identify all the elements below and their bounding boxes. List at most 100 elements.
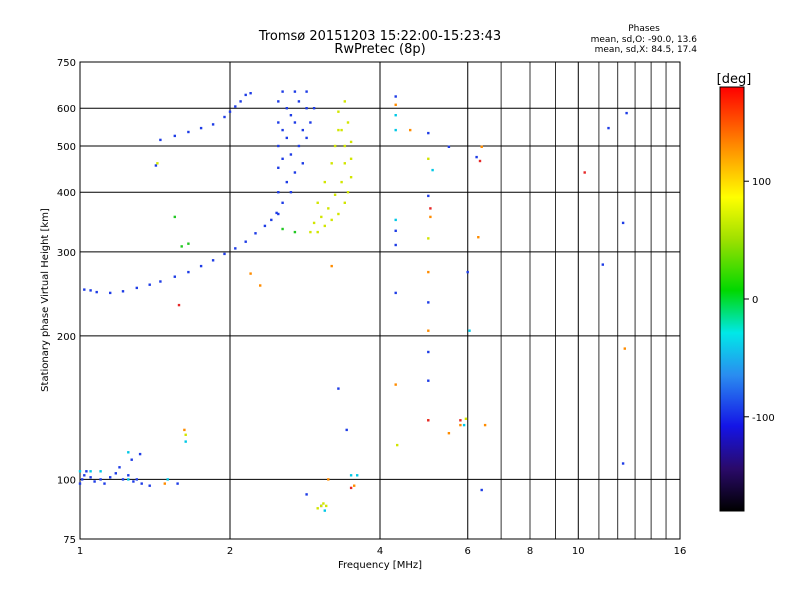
data-point: [330, 264, 333, 268]
data-point: [466, 270, 469, 274]
x-tick-label: 8: [527, 546, 533, 557]
data-point: [173, 275, 176, 278]
data-point: [228, 110, 232, 113]
data-point: [427, 419, 430, 422]
data-point: [394, 243, 397, 247]
data-point: [427, 301, 430, 304]
x-tick-label: 4: [377, 546, 383, 557]
data-point: [330, 218, 333, 222]
data-point: [330, 162, 333, 165]
data-point: [316, 201, 319, 204]
data-point: [199, 126, 203, 130]
data-point: [409, 128, 412, 132]
data-point: [429, 215, 432, 219]
data-point: [394, 229, 397, 232]
data-point: [293, 230, 297, 234]
data-point: [99, 470, 102, 473]
data-point: [234, 105, 237, 108]
data-point: [277, 212, 280, 216]
data-point: [305, 493, 308, 496]
data-point: [83, 288, 86, 291]
data-point: [121, 290, 125, 293]
data-point: [320, 215, 323, 219]
data-point: [184, 433, 187, 436]
x-tick-label: 2: [227, 546, 233, 557]
data-point: [263, 224, 267, 228]
colorbar-ticks: 100 0 -100: [744, 177, 775, 424]
data-point: [305, 90, 308, 93]
data-point: [199, 264, 203, 268]
data-point: [127, 451, 130, 454]
data-point: [138, 452, 142, 456]
colorbar: [719, 86, 745, 512]
data-point: [462, 423, 466, 427]
data-point: [394, 95, 397, 98]
data-point: [309, 121, 312, 124]
y-tick-label: 600: [57, 104, 76, 115]
data-point: [305, 107, 308, 110]
data-point: [187, 242, 190, 245]
data-point: [621, 221, 625, 225]
data-point: [477, 236, 480, 239]
data-point: [254, 232, 257, 235]
data-point: [429, 207, 432, 210]
y-axis-label: Stationary phase Virtual Height [km]: [40, 208, 51, 392]
data-point: [480, 488, 483, 492]
data-point: [480, 145, 483, 148]
data-point: [427, 379, 430, 382]
data-point: [427, 131, 430, 135]
stats-line-x: mean, sd,X: 84.5, 17.4: [595, 45, 698, 55]
data-point: [173, 215, 176, 219]
data-point: [114, 472, 117, 475]
data-point: [289, 153, 293, 156]
x-tick-label: 16: [674, 546, 687, 557]
data-point: [349, 474, 353, 477]
data-point: [625, 111, 628, 115]
data-point: [109, 291, 112, 295]
data-point: [343, 100, 346, 103]
data-point: [447, 432, 451, 435]
data-point: [475, 155, 478, 159]
data-point: [118, 466, 121, 469]
data-point: [459, 419, 462, 422]
y-tick-label: 300: [57, 248, 76, 259]
data-point: [285, 180, 288, 184]
data-point: [327, 478, 330, 481]
data-point: [343, 162, 346, 165]
data-point: [93, 480, 96, 483]
data-point: [325, 504, 328, 508]
data-point: [277, 121, 280, 124]
data-point: [234, 247, 237, 250]
data-point: [431, 168, 434, 172]
data-point: [427, 270, 430, 274]
data-point: [293, 171, 297, 174]
data-point: [394, 383, 397, 386]
data-point: [277, 100, 280, 103]
data-point: [184, 440, 187, 443]
y-tick-label: 100: [57, 475, 76, 486]
data-point: [130, 458, 133, 461]
data-point: [583, 171, 586, 174]
chart-title: Tromsø 20151203 15:22:00-15:23:43: [258, 29, 501, 44]
data-point: [163, 482, 166, 485]
y-tick-label: 750: [57, 58, 76, 69]
data-point: [601, 263, 604, 266]
data-point: [427, 194, 430, 198]
data-point: [396, 443, 399, 447]
data-point: [259, 284, 262, 287]
data-point: [176, 482, 179, 485]
data-point: [159, 280, 162, 283]
data-point: [346, 121, 350, 124]
data-point: [297, 100, 301, 103]
data-point: [320, 504, 323, 508]
data-point: [95, 290, 98, 294]
data-point: [249, 92, 252, 95]
data-point: [83, 474, 86, 477]
data-point: [394, 128, 397, 132]
data-point: [78, 470, 82, 473]
data-point: [109, 476, 112, 479]
colorbar-tick-label: -100: [752, 413, 775, 424]
data-point: [177, 303, 181, 307]
data-point: [394, 114, 397, 117]
